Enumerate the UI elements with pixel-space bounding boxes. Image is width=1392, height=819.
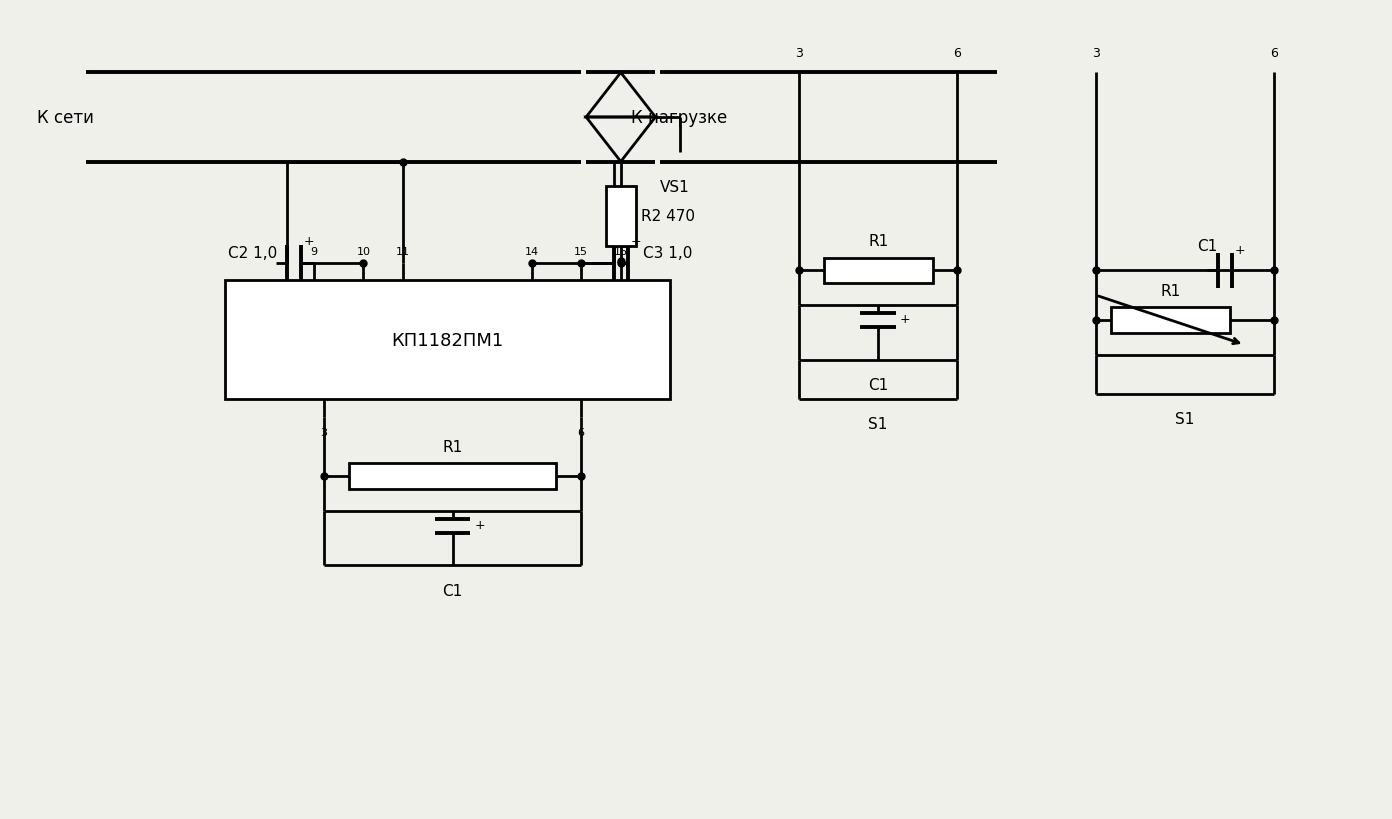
Bar — [226, 281, 671, 400]
Text: S1: S1 — [869, 417, 888, 432]
Bar — [1111, 308, 1229, 333]
Text: C3 1,0: C3 1,0 — [643, 246, 692, 260]
Text: 6: 6 — [1270, 48, 1278, 60]
Text: КП1182ПМ1: КП1182ПМ1 — [391, 332, 504, 349]
Text: R1: R1 — [443, 440, 462, 455]
Text: +: + — [899, 313, 910, 326]
Text: 9: 9 — [310, 247, 317, 256]
Text: +: + — [475, 518, 484, 532]
Text: R1: R1 — [869, 234, 888, 249]
Text: +: + — [303, 235, 315, 248]
Text: C1: C1 — [443, 583, 462, 598]
Text: C1: C1 — [1197, 239, 1218, 254]
Text: 6: 6 — [578, 428, 585, 437]
Text: +: + — [631, 235, 642, 248]
Text: 15: 15 — [574, 247, 589, 256]
Bar — [606, 187, 636, 247]
Text: 10: 10 — [356, 247, 370, 256]
Text: 16: 16 — [614, 247, 628, 256]
Text: R2 470: R2 470 — [640, 209, 695, 224]
Bar — [348, 464, 557, 490]
Text: S1: S1 — [1175, 412, 1194, 427]
Text: 3: 3 — [795, 48, 803, 60]
Text: VS1: VS1 — [660, 179, 690, 195]
Text: C1: C1 — [869, 378, 888, 392]
Text: 6: 6 — [954, 48, 962, 60]
Text: R1: R1 — [1160, 283, 1180, 298]
Text: К нагрузке: К нагрузке — [631, 109, 727, 127]
Text: К сети: К сети — [36, 109, 93, 127]
Text: 14: 14 — [525, 247, 539, 256]
Text: 11: 11 — [395, 247, 411, 256]
Text: 3: 3 — [320, 428, 327, 437]
Text: 3: 3 — [1091, 48, 1100, 60]
Text: +: + — [1235, 244, 1244, 257]
Text: C2 1,0: C2 1,0 — [228, 246, 277, 260]
Bar — [824, 258, 933, 284]
